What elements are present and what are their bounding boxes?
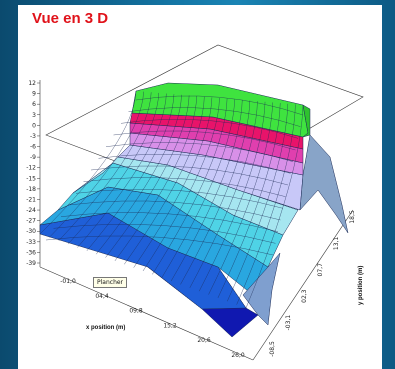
mesh-line [199, 101, 266, 292]
z-tick-label: -21 [26, 196, 36, 203]
spike-left [242, 252, 281, 326]
mesh-line [227, 103, 288, 302]
y-tick-label: 18,5 [349, 210, 356, 224]
mesh-line [170, 99, 243, 282]
z-tick-label: -3 [30, 133, 36, 140]
mesh-line [128, 107, 301, 127]
y-axis-line [252, 209, 354, 361]
z-tick-label: -36 [26, 249, 36, 256]
y-tick-label: 02,3 [301, 289, 308, 303]
spike-right [299, 134, 349, 234]
z-tick-label: 3 [32, 112, 36, 119]
mesh-line [105, 142, 294, 162]
x-tick-labels: -01,0 04,4 09,8 15,2 20,6 26,0 [60, 278, 245, 359]
mesh-line [120, 119, 299, 139]
mesh-line [45, 235, 274, 256]
z-tick-label: -9 [30, 154, 36, 161]
z-tick-label: 0 [32, 122, 36, 129]
layer-green-edge [302, 104, 311, 138]
y-tick-labels: -08,5 -03,1 02,3 07,7 13,1 18,5 [269, 210, 356, 357]
mesh-line [142, 97, 220, 272]
y-tick-label: 07,7 [317, 263, 324, 277]
z-tick-label: -12 [26, 165, 36, 172]
z-tick-label: 6 [32, 101, 36, 108]
mesh-line [133, 97, 213, 268]
z-tick-label: -6 [30, 144, 36, 151]
mesh-line [68, 200, 281, 221]
mesh-line [236, 104, 296, 305]
mesh-line [49, 91, 144, 238]
mesh-line [86, 94, 175, 251]
mesh-line [161, 99, 235, 278]
mesh-line [98, 154, 291, 174]
x-axis-line [39, 266, 254, 361]
z-tick-label: 12 [28, 80, 36, 87]
y-tick-label: -03,1 [285, 315, 292, 331]
y-tick-label: 13,1 [333, 237, 340, 251]
x-tick-label: 15,2 [163, 322, 177, 329]
tooltip-plancher: Plancher [93, 277, 128, 288]
mesh-line [90, 165, 289, 186]
z-tick-label: -24 [26, 207, 36, 214]
z-tick-label: -18 [26, 186, 36, 193]
mesh-line [217, 103, 281, 298]
mesh-line [152, 98, 228, 275]
y-axis-label: y position (m) [358, 266, 364, 305]
z-tick-label: -33 [26, 239, 36, 246]
mesh-line [53, 224, 276, 244]
z-tick-label: 9 [32, 91, 36, 98]
x-tick-label: 04,4 [95, 293, 109, 300]
mesh-line [124, 96, 205, 265]
x-tick-label: -01,0 [60, 278, 76, 285]
mesh-line [60, 212, 279, 232]
mesh-line [39, 90, 137, 235]
mesh-line [189, 101, 258, 288]
mesh-line [96, 94, 182, 255]
chart-title: Vue en 3 D [32, 10, 109, 27]
surface-chart: 12 9 6 3 0 -3 -6 -9 -12 -15 -18 -21 -24 -27 -30 -33 -36 -… [26, 44, 364, 361]
surface-layers [39, 82, 349, 338]
x-tick-label: 20,6 [197, 337, 211, 344]
chart-panel: Vue en 3 D 12 9 6 3 0 -3 -6 -9 -1 [18, 5, 382, 369]
z-tick-label: -27 [26, 218, 36, 225]
z-tick-label: -30 [26, 228, 36, 235]
mesh-line [105, 95, 190, 258]
x-axis-label: x position (m) [86, 325, 125, 331]
mesh-line [208, 102, 273, 295]
mesh-line [245, 104, 304, 309]
z-tick-labels: 12 9 6 3 0 -3 -6 -9 -12 -15 -18 -21 -24 -27 -30 -33 -36 -… [26, 80, 40, 267]
mesh-line [67, 92, 159, 245]
mesh-line [77, 93, 167, 248]
z-tick-label: -15 [26, 175, 36, 182]
z-tick-label: -39 [26, 260, 36, 267]
mesh-line [180, 100, 251, 285]
x-tick-label: 09,8 [129, 308, 143, 315]
mesh-line [135, 95, 304, 116]
mesh-line [75, 189, 284, 209]
y-tick-label: -08,5 [269, 341, 276, 357]
mesh-line [83, 177, 286, 197]
x-tick-label: 26,0 [231, 352, 245, 359]
surface-grid [39, 90, 304, 309]
mesh-line [113, 130, 296, 151]
